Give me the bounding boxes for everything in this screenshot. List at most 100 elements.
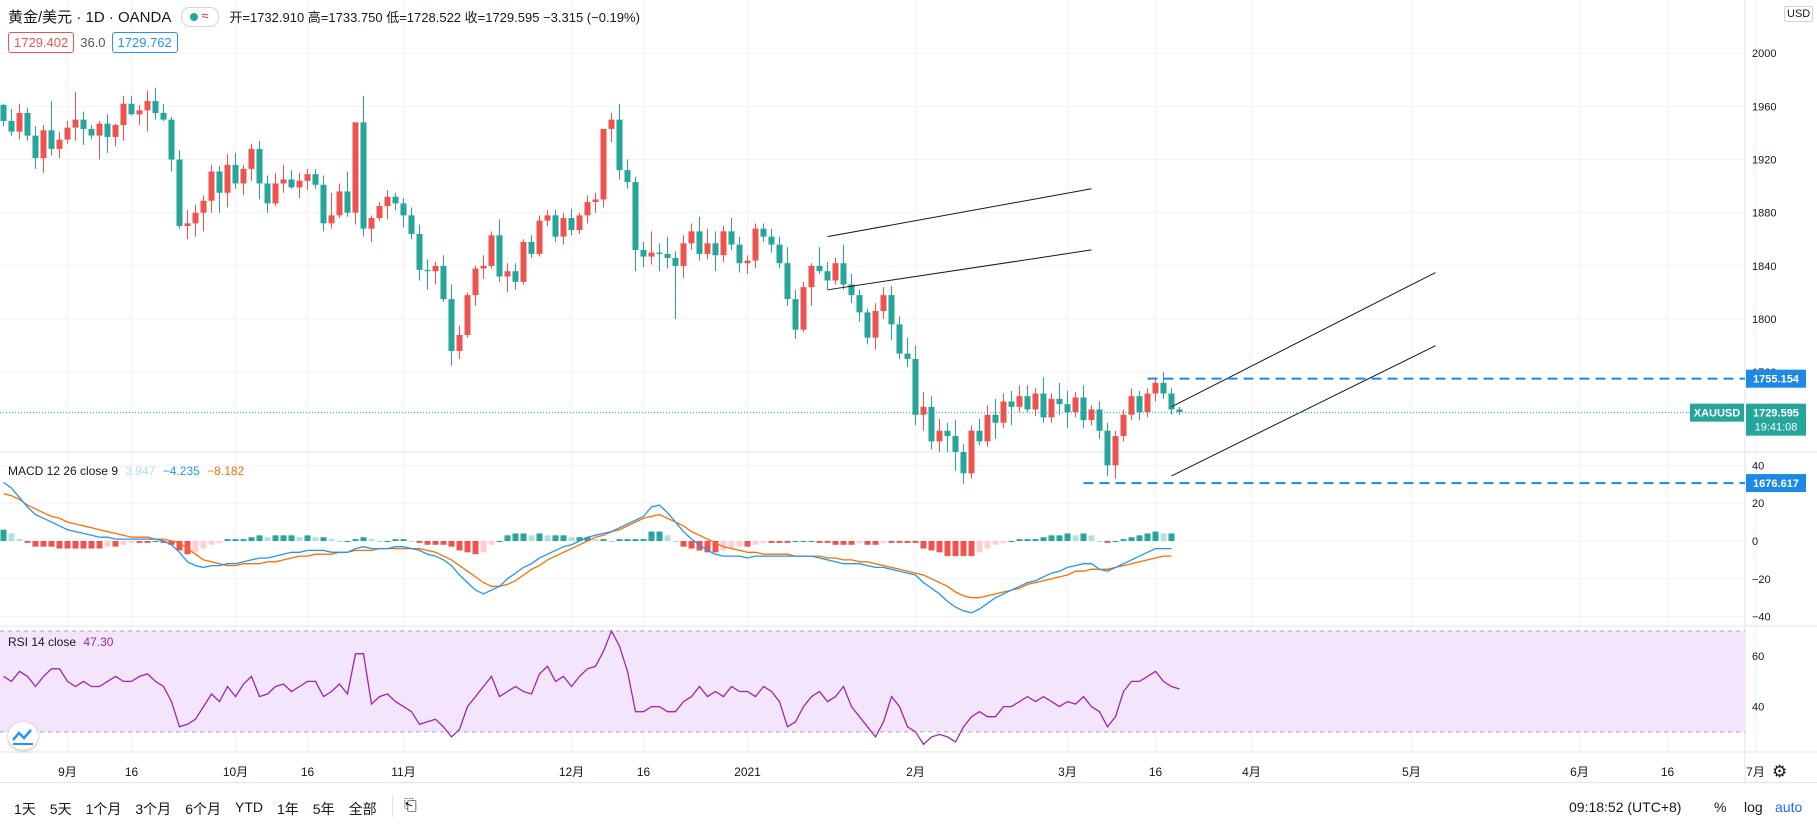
- candle-body: [1136, 396, 1143, 413]
- candle-body: [704, 243, 711, 254]
- macd-histogram-bar: [1168, 533, 1175, 541]
- log-scale-button[interactable]: log: [1744, 799, 1763, 815]
- market-open-dot-icon: [190, 12, 199, 21]
- symbol-tag-label: XAUUSD: [1694, 408, 1741, 420]
- candle-body: [88, 128, 95, 136]
- timeframe-6m[interactable]: 6个月: [185, 801, 221, 817]
- price-tick-label: 2000: [1752, 48, 1776, 60]
- macd-histogram-bar: [384, 541, 391, 542]
- macd-histogram-bar: [768, 541, 775, 543]
- macd-legend[interactable]: MACD 12 26 close 9 3.947 −4.235 −8.182: [8, 464, 244, 478]
- buy-price-button[interactable]: 1729.762: [111, 32, 178, 53]
- candle-body: [984, 414, 991, 442]
- candle-body: [888, 295, 895, 325]
- candle-body: [848, 284, 855, 296]
- macd-histogram-bar: [880, 541, 887, 543]
- goto-date-icon[interactable]: ⎗: [404, 797, 417, 814]
- price-tick-label: 1800: [1752, 314, 1776, 326]
- x-tick-label: 4月: [1242, 765, 1261, 779]
- candle-body: [808, 265, 815, 288]
- auto-scale-button[interactable]: auto: [1775, 799, 1803, 815]
- candle-body: [536, 220, 543, 254]
- symbol-title[interactable]: 黄金/美元 · 1D · OANDA: [8, 9, 172, 26]
- macd-histogram-bar: [656, 531, 663, 541]
- candle-body: [968, 430, 975, 474]
- macd-histogram-bar: [648, 531, 655, 541]
- timeframe-5d[interactable]: 5天: [49, 801, 72, 817]
- macd-histogram-bar: [488, 541, 495, 545]
- candle-body: [1000, 401, 1007, 423]
- macd-histogram-bar: [352, 539, 359, 541]
- currency-button[interactable]: USD: [1784, 6, 1814, 22]
- candle-body: [72, 119, 79, 128]
- sell-price-button[interactable]: 1729.402: [8, 32, 75, 53]
- candle-body: [720, 231, 727, 256]
- candle-body: [328, 215, 335, 224]
- rsi-legend[interactable]: RSI 14 close 47.30: [8, 635, 113, 649]
- macd-histogram-bar: [152, 541, 159, 542]
- candle-body: [1056, 398, 1063, 405]
- macd-histogram-bar: [872, 541, 879, 545]
- candle-body: [312, 174, 319, 185]
- timeframe-5y[interactable]: 5年: [312, 801, 335, 817]
- macd-histogram-bar: [696, 541, 703, 551]
- macd-histogram-bar: [96, 541, 103, 549]
- macd-histogram-bar: [408, 541, 415, 542]
- timeframe-all[interactable]: 全部: [348, 801, 377, 817]
- macd-signal-line: [3, 493, 1172, 599]
- macd-histogram-bar: [528, 535, 535, 541]
- candle-body: [784, 263, 791, 300]
- market-status-toggle[interactable]: ≈: [181, 6, 220, 27]
- macd-histogram-bar: [1008, 541, 1015, 542]
- candle-body: [1032, 393, 1039, 410]
- timeframe-buttons: 1天 5天 1个月 3个月 6个月 YTD 1年 5年 全部: [14, 799, 377, 819]
- candle-body: [712, 243, 719, 256]
- macd-histogram-bar: [1072, 535, 1079, 541]
- clock-timezone[interactable]: 09:18:52 (UTC+8): [1569, 799, 1682, 815]
- macd-histogram-bar: [168, 541, 175, 545]
- percent-scale-button[interactable]: %: [1714, 799, 1727, 815]
- x-tick-label: 16: [125, 765, 139, 779]
- macd-histogram-bar: [632, 539, 639, 541]
- macd-histogram-bar: [208, 541, 215, 545]
- gear-icon[interactable]: ⚙: [1772, 762, 1788, 781]
- macd-histogram-bar: [128, 541, 135, 543]
- candle-body: [1016, 396, 1023, 407]
- macd-histogram-bar: [904, 541, 911, 543]
- candle-body: [1064, 404, 1071, 413]
- macd-histogram-bar: [560, 535, 567, 541]
- timeframe-1y[interactable]: 1年: [276, 801, 299, 817]
- macd-histogram-bar: [432, 541, 439, 545]
- x-tick-label: 11月: [391, 765, 415, 779]
- timeframe-ytd[interactable]: YTD: [234, 799, 263, 815]
- macd-histogram-bar: [1080, 533, 1087, 541]
- candle-body: [944, 430, 951, 437]
- macd-histogram-bar: [472, 541, 479, 555]
- candle-body: [80, 119, 87, 129]
- candle-body: [368, 218, 375, 229]
- candle-body: [744, 260, 751, 264]
- macd-histogram-bar: [1000, 541, 1007, 543]
- macd-histogram-bar: [968, 541, 975, 557]
- candle-body: [464, 295, 471, 336]
- candle-body: [816, 265, 823, 272]
- candle-body: [624, 170, 631, 183]
- macd-histogram-bar: [264, 537, 271, 541]
- macd-histogram-bar: [32, 541, 39, 547]
- candle-body: [768, 236, 775, 245]
- macd-histogram-bar: [272, 535, 279, 541]
- timeframe-1m[interactable]: 1个月: [85, 801, 122, 817]
- candle-body: [496, 235, 503, 277]
- macd-histogram-bar: [744, 541, 751, 547]
- macd-histogram-bar: [392, 539, 399, 541]
- timeframe-1d[interactable]: 1天: [14, 801, 36, 817]
- macd-histogram-bar: [888, 541, 895, 543]
- candle-body: [928, 406, 935, 442]
- candle-body: [872, 311, 879, 338]
- candle-body: [608, 119, 615, 129]
- timeframe-3m[interactable]: 3个月: [135, 801, 172, 817]
- tradingview-logo-icon[interactable]: [8, 722, 38, 750]
- candle-body: [56, 139, 63, 149]
- candle-body: [272, 183, 279, 204]
